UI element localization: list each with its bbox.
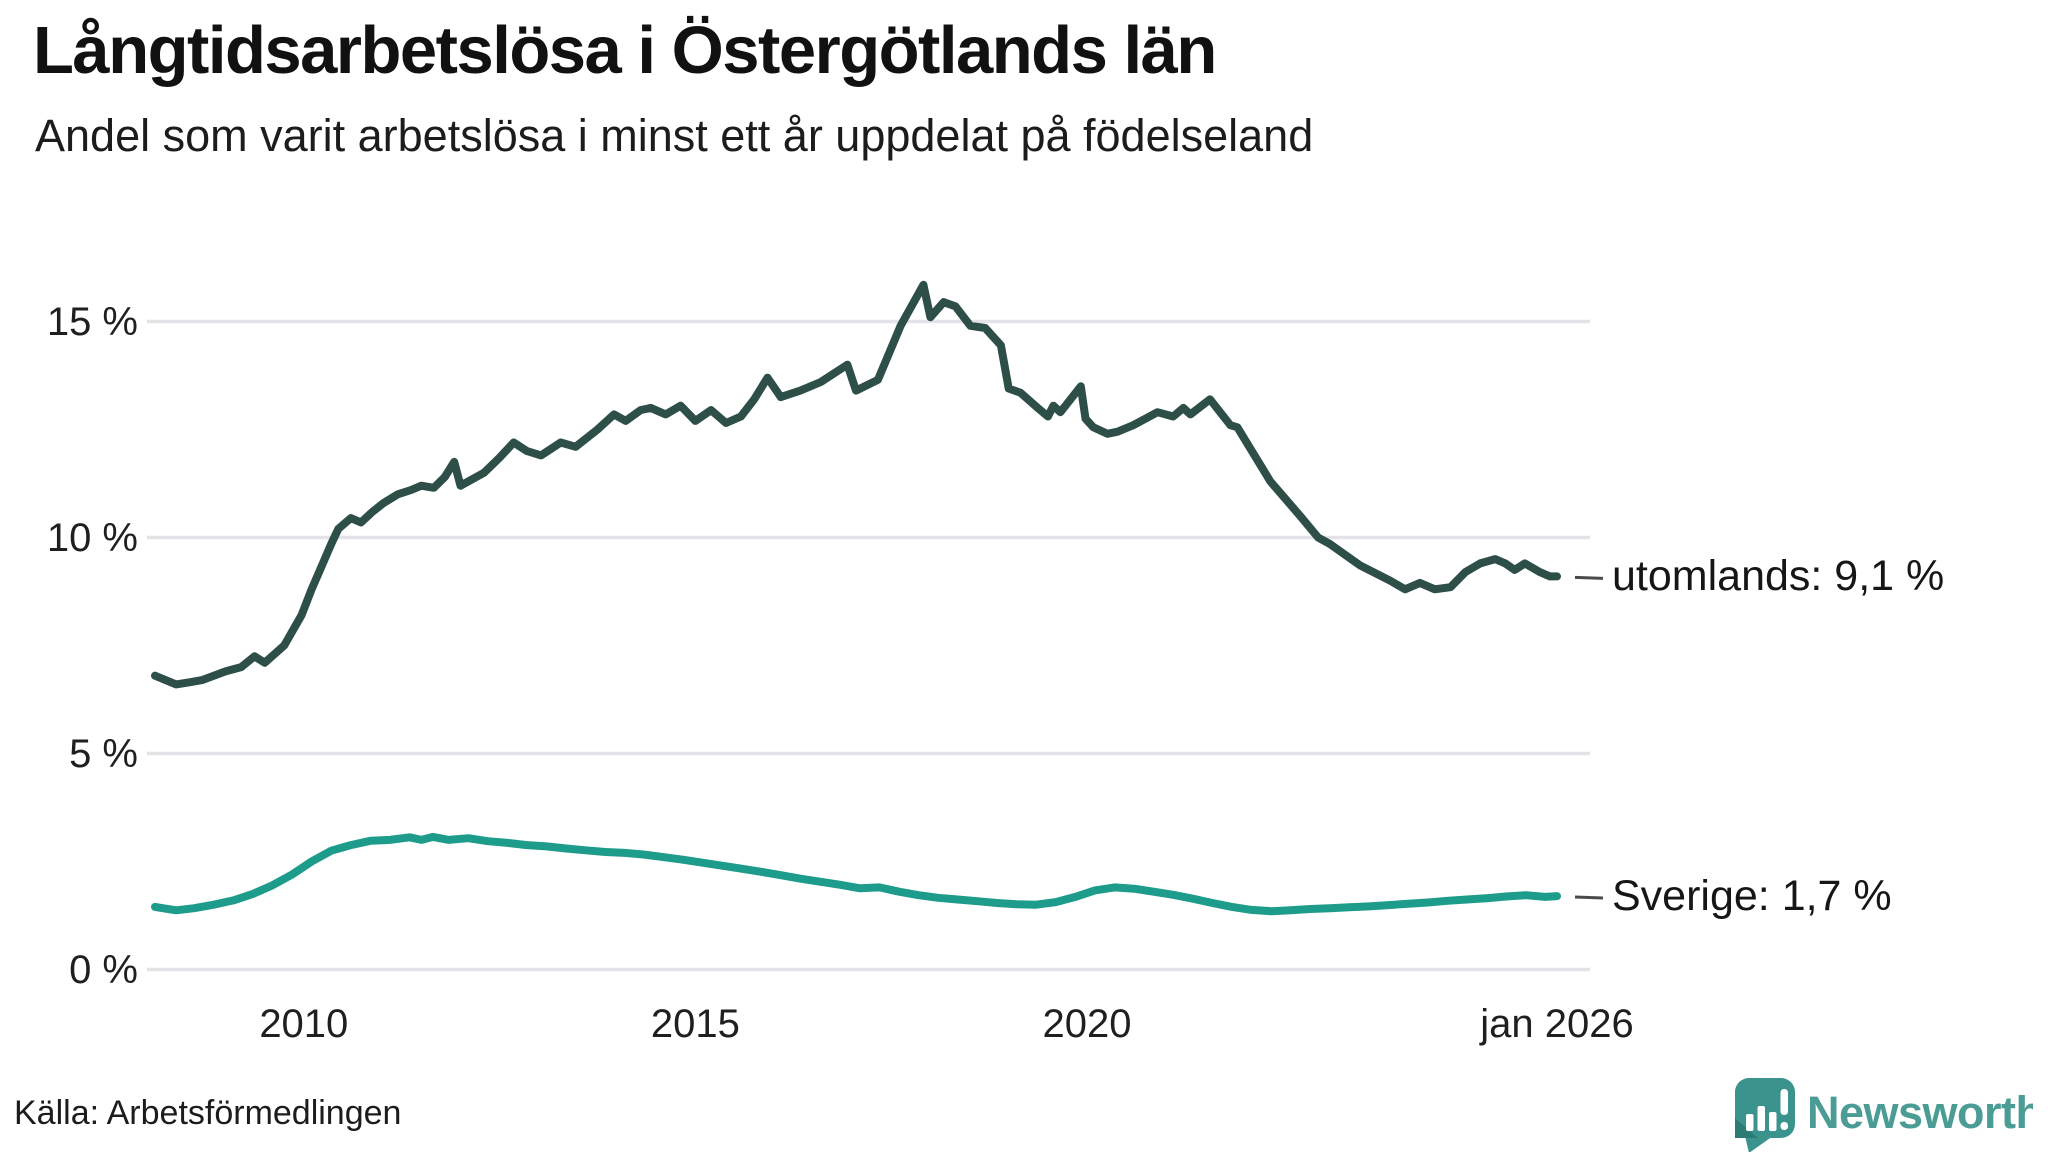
series-end-label-utomlands: utomlands: 9,1 %	[1612, 552, 1945, 601]
series-lines	[151, 280, 1561, 916]
newsworthy-logo-graphic: Newsworthy	[1735, 1078, 2048, 1152]
y-axis-tick-10: 10 %	[46, 515, 138, 560]
y-axis-tick-15: 15 %	[46, 299, 138, 344]
series-end-label-sverige: Sverige: 1,7 %	[1612, 872, 1892, 921]
newsworthy-logo: Newsworthy	[1733, 1076, 2048, 1152]
label-connectors	[1574, 575, 1604, 900]
series-sverige-line	[151, 832, 1561, 916]
connector-sverige	[1574, 895, 1604, 900]
connector-utomlands	[1574, 575, 1604, 580]
chart-subtitle: Andel som varit arbetslösa i minst ett å…	[35, 110, 1314, 161]
source-credit: Källa: Arbetsförmedlingen	[14, 1094, 402, 1132]
x-axis-tick-2020: 2020	[1042, 1002, 1132, 1046]
newsworthy-wordmark: Newsworthy	[1807, 1087, 2033, 1138]
x-axis-tick-jan2026: jan 2026	[1480, 1002, 1634, 1046]
y-axis-tick-5: 5 %	[69, 731, 138, 776]
x-axis-tick-2015: 2015	[650, 1002, 740, 1046]
newsworthy-logo-icon	[1735, 1078, 1795, 1152]
gridlines	[147, 319, 1590, 972]
series-utomlands-line	[151, 280, 1561, 689]
y-axis-tick-0: 0 %	[69, 947, 138, 992]
page-title: Långtidsarbetslösa i Östergötlands län	[33, 13, 1217, 88]
x-axis-tick-2010: 2010	[259, 1002, 349, 1046]
